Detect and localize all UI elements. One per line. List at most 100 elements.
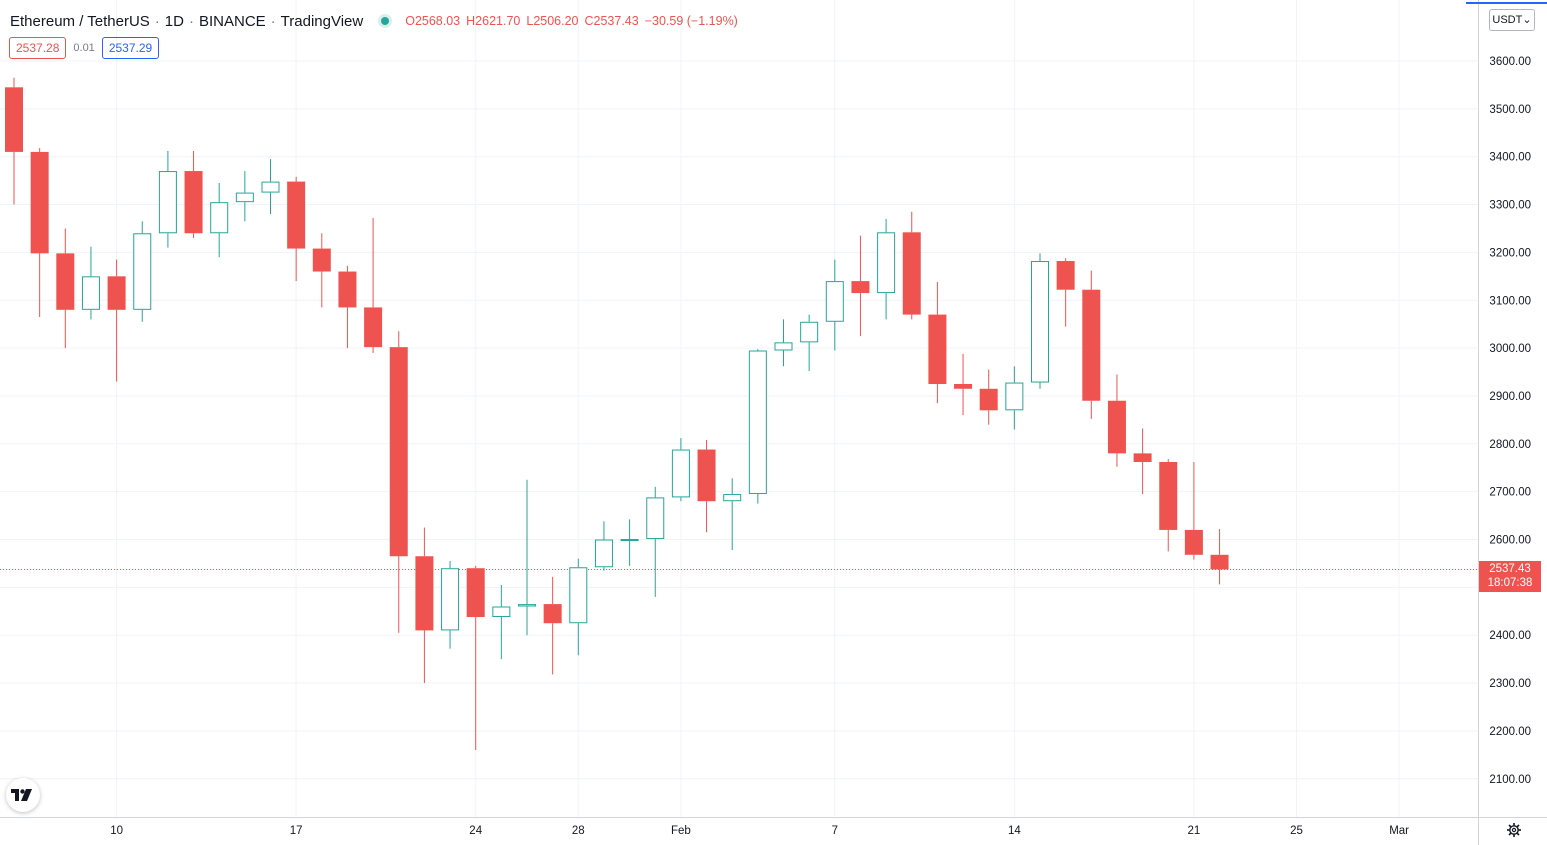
low-value: 2506.20 [533,14,579,28]
candle[interactable] [1210,529,1229,585]
candle[interactable] [825,259,844,351]
chevron-down-icon: ⌄ [1522,14,1532,26]
candle[interactable] [1133,428,1152,495]
candle[interactable] [748,349,767,504]
candle-body-down [1184,529,1203,555]
y-tick-label: 2800.00 [1489,439,1531,451]
candle-body-up [646,497,665,540]
candle[interactable] [569,558,588,656]
y-tick-label: 3400.00 [1489,152,1531,164]
candle[interactable] [877,218,896,320]
candle-body-down [312,248,331,272]
separator: · [270,12,276,30]
candle[interactable] [364,217,383,353]
candle[interactable] [1056,258,1075,327]
candle[interactable] [415,527,434,684]
candle[interactable] [158,150,177,248]
y-tick-label: 2100.00 [1489,774,1531,786]
candle-body-up [671,449,690,498]
x-tick-label: 28 [572,825,585,837]
candle[interactable] [287,176,306,282]
candle[interactable] [235,171,254,222]
candle[interactable] [1107,374,1126,467]
candle-body-up [158,171,177,234]
candle[interactable] [107,259,126,382]
candle[interactable] [81,246,100,320]
sell-price-button[interactable]: 2537.28 [9,37,67,59]
candle-body-down [389,347,408,557]
market-status-icon [381,17,390,25]
candle-body-down [543,604,562,624]
candle[interactable] [56,228,75,349]
candle-body-up [1005,382,1024,411]
open-value: 2568.03 [414,14,461,28]
candle[interactable] [5,77,23,205]
candle[interactable] [338,265,357,349]
candle-body-down [1107,400,1126,454]
currency-dropdown[interactable]: USDT⌄ [1489,9,1535,31]
candle-body-up [133,233,152,310]
x-tick-label: 21 [1188,825,1201,837]
candle[interactable] [697,439,716,533]
y-tick-label: 3100.00 [1489,295,1531,307]
candle[interactable] [671,438,690,502]
candle[interactable] [1005,366,1024,430]
candle[interactable] [800,314,819,372]
candle[interactable] [723,478,742,551]
spread-value: 0.01 [73,42,95,54]
candle[interactable] [1031,253,1049,389]
y-tick-label: 2700.00 [1489,487,1531,499]
candle[interactable] [184,150,203,239]
candle[interactable] [441,561,460,649]
x-tick-label: 14 [1008,825,1021,837]
grid [0,0,1478,817]
candle-body-down [928,314,947,384]
buy-price-button[interactable]: 2537.29 [101,37,160,59]
interval-label[interactable]: 1D [164,12,184,30]
candle[interactable] [1159,459,1178,552]
candle[interactable] [954,353,973,416]
candle[interactable] [1184,461,1203,560]
x-tick-label: 7 [832,825,838,837]
tradingview-logo-mark [11,789,32,801]
candle-body-down [979,388,998,411]
candle[interactable] [518,479,536,636]
high-value: 2621.70 [475,14,521,28]
candle[interactable] [30,148,49,317]
x-tick-label: 10 [110,825,123,837]
candle-body-up [235,192,254,203]
candle[interactable] [133,221,152,322]
candle-body-up [594,539,613,568]
candle[interactable] [261,159,280,215]
candle[interactable] [492,584,511,660]
candle-body-down [1082,289,1101,401]
candle[interactable] [466,565,485,751]
candle-body-down [287,181,306,249]
candle-body-down [1056,261,1075,290]
candle[interactable] [543,576,562,675]
candle[interactable] [1082,270,1101,419]
bar-countdown: 18:07:38 [1487,577,1533,589]
gear-icon[interactable] [1500,816,1528,844]
candle[interactable] [851,235,870,337]
legend-header: Ethereum / TetherUS · 1D · BINANCE · Tra… [10,11,738,31]
candle[interactable] [594,521,613,571]
candle[interactable] [928,282,947,404]
y-tick-label: 2600.00 [1489,535,1531,547]
candle[interactable] [312,233,331,308]
tradingview-logo-icon[interactable] [6,778,40,812]
candle-body-down [5,87,23,152]
candle[interactable] [902,211,921,320]
candle-body-up [441,568,460,631]
candle[interactable] [979,369,998,425]
candle-body-down [851,281,870,294]
candle[interactable] [646,486,665,597]
candle[interactable] [774,319,793,367]
candle[interactable] [389,331,408,633]
x-tick-label: 25 [1290,825,1303,837]
symbol-name[interactable]: Ethereum / TetherUS [10,12,150,30]
candle[interactable] [620,519,639,566]
candle[interactable] [210,183,229,258]
